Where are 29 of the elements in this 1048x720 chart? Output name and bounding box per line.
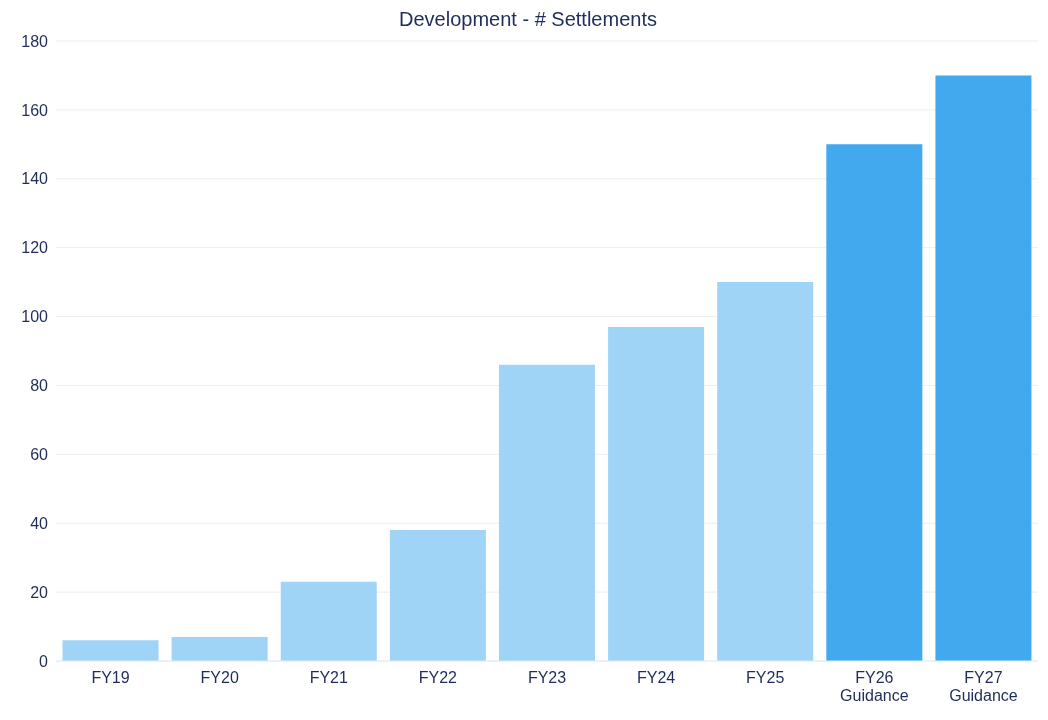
y-tick-label: 40 [30, 514, 49, 532]
x-tick-label: FY19 [91, 669, 130, 686]
y-tick-label: 180 [21, 32, 49, 50]
bar [608, 326, 705, 661]
x-tick-label: FY24 [636, 669, 676, 686]
y-tick-label: 100 [21, 308, 49, 326]
chart-title: Development - # Settlements [398, 8, 658, 31]
x-tick-label: FY25 [746, 669, 785, 686]
y-tick-label: 120 [21, 239, 49, 257]
bar [498, 364, 595, 661]
bar [280, 581, 377, 661]
y-tick-label: 80 [30, 377, 49, 395]
bar [717, 282, 814, 661]
x-tick-label: FY21 [309, 669, 348, 686]
x-tick-label: FY22 [418, 669, 458, 686]
y-tick-label: 140 [21, 170, 49, 188]
x-tick-label: FY20 [200, 669, 239, 686]
bar [389, 530, 486, 661]
y-tick-label: 160 [21, 101, 49, 119]
bar [171, 636, 268, 661]
x-tick-label: FY26 Guidance [840, 669, 909, 704]
bar [935, 75, 1032, 661]
y-tick-label: 0 [39, 652, 49, 670]
y-tick-label: 20 [30, 583, 49, 601]
y-tick-label: 60 [30, 446, 49, 464]
bar [62, 640, 159, 661]
x-tick-label: FY23 [527, 669, 567, 686]
x-tick-label: FY27 Guidance [949, 669, 1018, 704]
bar [826, 144, 923, 661]
